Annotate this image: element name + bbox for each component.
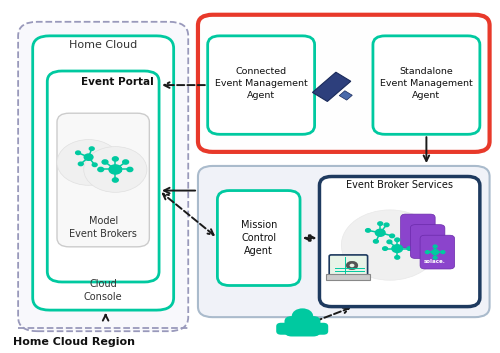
- Circle shape: [90, 147, 94, 150]
- FancyBboxPatch shape: [276, 323, 290, 335]
- FancyBboxPatch shape: [32, 36, 174, 310]
- Circle shape: [292, 309, 313, 324]
- FancyBboxPatch shape: [18, 22, 188, 331]
- FancyBboxPatch shape: [329, 255, 368, 276]
- Circle shape: [78, 162, 83, 166]
- Circle shape: [433, 256, 437, 259]
- Circle shape: [395, 256, 400, 259]
- Circle shape: [395, 238, 400, 241]
- FancyBboxPatch shape: [420, 235, 454, 269]
- Circle shape: [384, 223, 389, 227]
- FancyBboxPatch shape: [326, 274, 370, 280]
- Circle shape: [98, 167, 103, 172]
- FancyBboxPatch shape: [400, 214, 435, 248]
- Circle shape: [76, 151, 80, 155]
- Circle shape: [390, 234, 394, 238]
- Circle shape: [112, 178, 118, 182]
- Text: Home Cloud: Home Cloud: [69, 40, 138, 50]
- Circle shape: [84, 154, 93, 160]
- Text: Event Broker Services: Event Broker Services: [346, 180, 453, 190]
- Text: solace.: solace.: [424, 259, 446, 264]
- Polygon shape: [339, 91, 352, 100]
- FancyBboxPatch shape: [198, 15, 490, 152]
- Circle shape: [92, 163, 97, 167]
- Circle shape: [57, 139, 120, 185]
- Circle shape: [350, 264, 354, 267]
- FancyBboxPatch shape: [284, 316, 320, 336]
- FancyBboxPatch shape: [57, 113, 150, 247]
- FancyBboxPatch shape: [48, 71, 159, 282]
- Circle shape: [346, 261, 358, 270]
- Circle shape: [432, 250, 438, 255]
- FancyBboxPatch shape: [410, 225, 445, 258]
- FancyBboxPatch shape: [218, 191, 300, 286]
- Text: Mission
Control
Agent: Mission Control Agent: [240, 220, 277, 256]
- Circle shape: [392, 245, 402, 252]
- Text: Standalone
Event Management
Agent: Standalone Event Management Agent: [380, 67, 473, 100]
- Circle shape: [387, 240, 392, 244]
- Text: Connected
Event Management
Agent: Connected Event Management Agent: [215, 67, 308, 100]
- Circle shape: [374, 240, 378, 243]
- Circle shape: [112, 157, 118, 161]
- Text: Event Portal: Event Portal: [82, 77, 154, 86]
- Circle shape: [84, 146, 147, 192]
- FancyBboxPatch shape: [198, 166, 490, 317]
- Circle shape: [426, 251, 430, 253]
- FancyBboxPatch shape: [109, 167, 122, 172]
- Text: Model
Event Brokers: Model Event Brokers: [69, 216, 137, 239]
- Circle shape: [382, 247, 388, 250]
- Text: Home Cloud Region: Home Cloud Region: [13, 337, 135, 347]
- FancyBboxPatch shape: [373, 36, 480, 134]
- Circle shape: [433, 245, 437, 248]
- Circle shape: [378, 222, 382, 225]
- Circle shape: [441, 251, 445, 253]
- Circle shape: [102, 160, 108, 164]
- Circle shape: [376, 229, 385, 236]
- Text: Cloud
Console: Cloud Console: [84, 279, 122, 303]
- FancyBboxPatch shape: [314, 323, 328, 335]
- Circle shape: [109, 165, 122, 174]
- Circle shape: [407, 247, 412, 250]
- Circle shape: [366, 229, 370, 232]
- FancyBboxPatch shape: [320, 176, 480, 307]
- Polygon shape: [312, 72, 351, 101]
- Circle shape: [127, 167, 133, 172]
- FancyBboxPatch shape: [208, 36, 314, 134]
- Circle shape: [122, 160, 128, 164]
- Circle shape: [342, 210, 438, 280]
